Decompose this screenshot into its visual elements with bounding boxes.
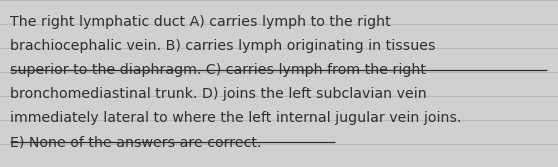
Text: superior to the diaphragm. C) carries lymph from the right: superior to the diaphragm. C) carries ly… [10, 63, 426, 77]
Text: The right lymphatic duct A) carries lymph to the right: The right lymphatic duct A) carries lymp… [10, 15, 391, 29]
Text: E) None of the answers are correct.: E) None of the answers are correct. [10, 135, 262, 149]
Text: bronchomediastinal trunk. D) joins the left subclavian vein: bronchomediastinal trunk. D) joins the l… [10, 87, 427, 101]
Text: brachiocephalic vein. B) carries lymph originating in tissues: brachiocephalic vein. B) carries lymph o… [10, 39, 435, 53]
Text: immediately lateral to where the left internal jugular vein joins.: immediately lateral to where the left in… [10, 111, 461, 125]
